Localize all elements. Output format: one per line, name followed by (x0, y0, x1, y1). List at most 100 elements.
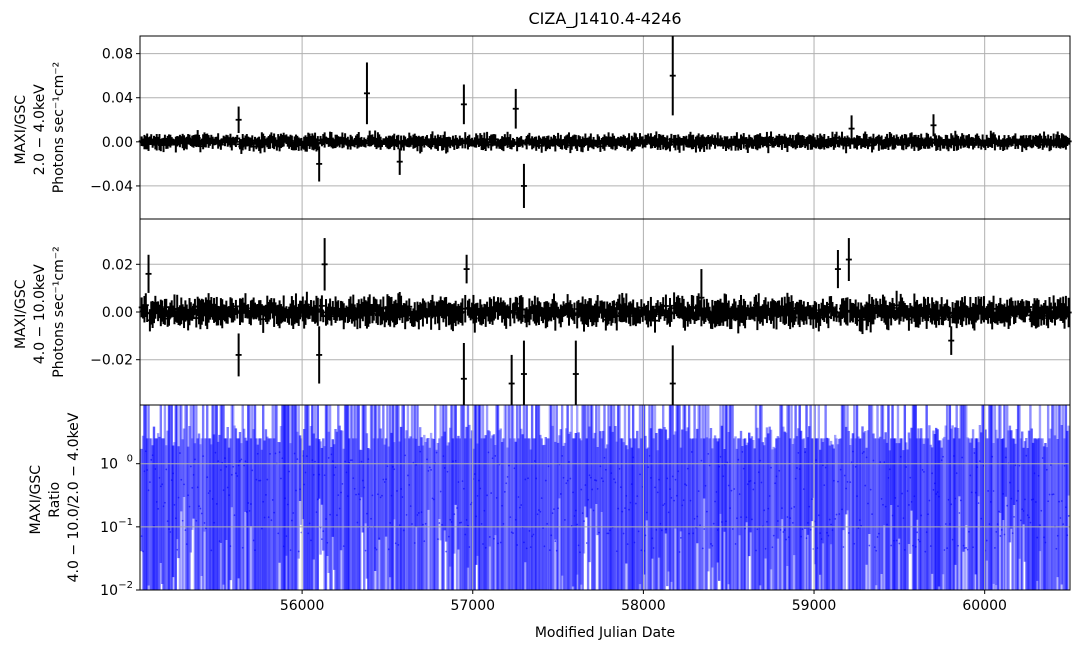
ratio-point (188, 505, 191, 508)
ratio-point (685, 484, 688, 487)
ytick-label: 0.08 (102, 47, 133, 63)
ratio-point (873, 546, 876, 549)
ratio-point (923, 470, 925, 473)
ratio-point (180, 478, 183, 481)
ratio-point (755, 549, 757, 552)
ratio-point (700, 459, 703, 462)
ratio-point (828, 518, 831, 521)
errorbars-bottom (140, 405, 1070, 590)
ratio-point (853, 542, 856, 545)
ratio-point (759, 459, 762, 462)
ratio-point (516, 544, 519, 546)
ratio-point (147, 489, 150, 492)
ratio-point (805, 537, 808, 540)
frame-bottom (139, 404, 1071, 591)
ratio-point (816, 547, 819, 549)
ratio-point (741, 451, 744, 453)
ratio-point (645, 511, 648, 514)
ratio-point (785, 538, 787, 541)
ratio-point (502, 522, 505, 525)
ratio-point (199, 507, 202, 510)
ratio-point (439, 490, 442, 493)
ratio-point (296, 458, 299, 461)
ratio-point (162, 505, 165, 508)
ratio-point (671, 475, 674, 478)
ratio-point (379, 496, 382, 499)
ratio-point (583, 520, 585, 523)
ratio-point (405, 513, 408, 516)
ratio-point (422, 523, 424, 526)
ratio-point (811, 498, 813, 501)
ratio-point (278, 451, 281, 454)
ratio-point (562, 476, 565, 479)
ratio-point (916, 531, 919, 534)
ratio-point (423, 540, 426, 543)
ytick-label: −0.02 (90, 353, 133, 369)
ratio-point (270, 519, 273, 522)
ratio-point (604, 468, 607, 471)
ratio-point (579, 551, 581, 554)
ratio-point (621, 510, 624, 513)
ratio-point (669, 488, 671, 491)
ratio-point (353, 487, 356, 490)
ratio-point (845, 487, 848, 490)
ylabel-top: MAXI/GSC 2.0 − 4.0keV Photons sec⁻¹cm⁻² (13, 62, 67, 194)
ratio-point (187, 494, 190, 497)
ratio-point (206, 476, 209, 479)
ratio-point (832, 479, 835, 482)
ratio-point (753, 482, 756, 484)
ratio-point (637, 530, 640, 533)
ratio-point (1006, 504, 1009, 507)
ratio-point (966, 548, 969, 551)
x-axis-label: Modified Julian Date (535, 625, 675, 641)
ratio-point (259, 479, 262, 482)
ratio-point (796, 467, 798, 469)
ratio-point (454, 459, 457, 462)
ratio-point (948, 523, 951, 525)
ratio-point (566, 479, 569, 482)
ratio-point (711, 544, 714, 547)
ratio-point (781, 507, 783, 510)
ratio-point (730, 489, 733, 492)
ratio-point (1000, 528, 1003, 531)
ratio-point (318, 473, 321, 476)
yticks-top: −0.04 0.00 0.04 0.08 (90, 47, 140, 195)
panel-middle: −0.02 0.00 0.02 MAXI/GSC 4.0 − 10.0keV Pho… (13, 218, 1072, 406)
ratio-point (1060, 500, 1063, 502)
ratio-point (265, 494, 267, 496)
ratio-point (789, 517, 792, 520)
ratio-point (183, 483, 185, 486)
ratio-point (525, 547, 528, 550)
ratio-point (865, 456, 868, 459)
ratio-point (428, 466, 431, 469)
ratio-point (1047, 500, 1050, 503)
ratio-point (729, 507, 731, 510)
ratio-point (1066, 534, 1069, 537)
ratio-point (411, 523, 413, 525)
xtick-label: 57000 (450, 598, 495, 614)
ratio-point (467, 524, 469, 527)
ratio-point (417, 512, 420, 514)
ratio-point (288, 470, 291, 473)
ratio-point (1058, 500, 1060, 503)
ratio-point (701, 547, 704, 550)
ratio-point (487, 451, 490, 454)
ratio-point (942, 455, 944, 458)
ratio-point (872, 459, 875, 462)
ratio-point (531, 535, 534, 538)
ratio-point (696, 515, 699, 518)
ratio-point (538, 509, 540, 511)
ytick-label: 10 (100, 583, 118, 599)
ratio-point (209, 490, 211, 492)
ratio-point (179, 452, 181, 454)
chart-title: CIZA_J1410.4-4246 (529, 9, 682, 29)
ratio-point (192, 473, 195, 476)
ylabel-top-line3: Photons sec⁻¹cm⁻² (51, 62, 67, 194)
ratio-point (404, 454, 407, 457)
ytick-exponent: −1 (118, 517, 133, 528)
ylabel-bottom: MAXI/GSC Ratio 4.0 − 10.0/2.0 − 4.0keV (28, 412, 82, 582)
ratio-point (617, 507, 620, 510)
ratio-point (341, 482, 344, 485)
ylabel-middle-line1: MAXI/GSC (13, 279, 29, 349)
ratio-point (662, 504, 665, 507)
